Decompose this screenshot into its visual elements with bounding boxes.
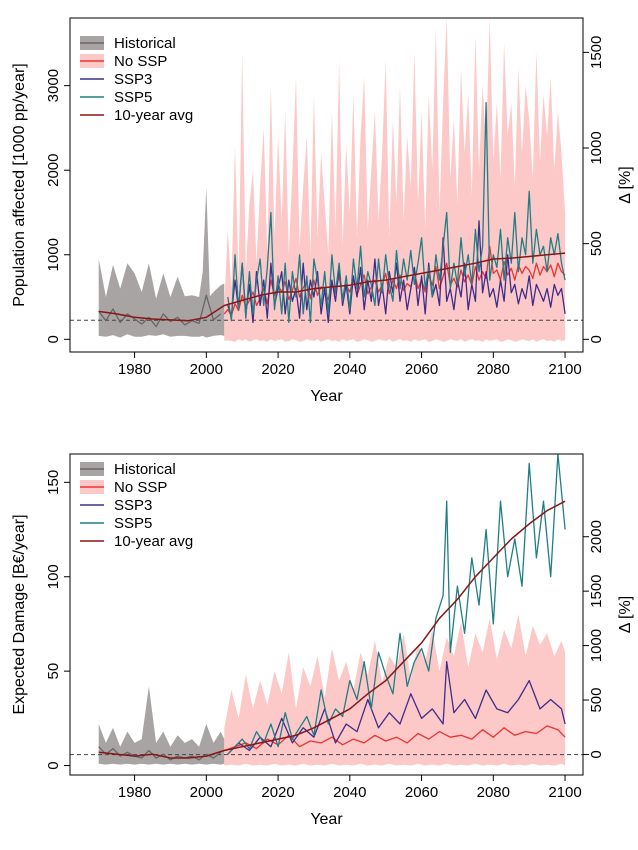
legend-label-ssp3: SSP3	[114, 497, 152, 514]
y2-tick-label: 1000	[588, 131, 605, 164]
x-tick-label: 2060	[405, 361, 438, 378]
y2-tick-label: 1500	[588, 36, 605, 69]
legend-label-avg10: 10-year avg	[114, 107, 193, 124]
x-tick-label: 2020	[261, 361, 294, 378]
series-line-no-ssp	[224, 725, 566, 752]
y-tick-label: 3000	[45, 69, 62, 102]
x-tick-label: 2100	[548, 784, 581, 801]
x-tick-label: 1980	[118, 784, 151, 801]
y2-tick-label: 500	[588, 688, 605, 713]
x-tick-label: 2080	[477, 361, 510, 378]
x-tick-label: 2060	[405, 784, 438, 801]
x-tick-label: 2040	[333, 784, 366, 801]
x-tick-label: 2020	[261, 784, 294, 801]
y-axis-label: Population affected [1000 pp/year]	[11, 63, 28, 306]
legend-label-ssp5: SSP5	[114, 515, 152, 532]
y-tick-label: 100	[45, 564, 62, 589]
y-tick-label: 50	[45, 663, 62, 680]
series-line-10-year-avg	[98, 500, 566, 759]
x-tick-label: 2100	[548, 361, 581, 378]
y-tick-label: 1000	[45, 238, 62, 271]
y2-tick-label: 0	[588, 335, 605, 343]
y2-axis-label: Δ [%]	[617, 596, 634, 633]
series-line-ssp5	[227, 454, 566, 755]
y2-tick-label: 2000	[588, 520, 605, 553]
series-line-ssp3	[227, 661, 566, 755]
y-tick-label: 2000	[45, 154, 62, 187]
series-line-ssp5	[227, 101, 566, 324]
series-line-10-year-avg	[98, 252, 566, 322]
x-tick-label: 2080	[477, 784, 510, 801]
y2-tick-label: 1500	[588, 574, 605, 607]
legend-label-nossp: No SSP	[114, 53, 167, 70]
plot-frame	[69, 17, 584, 353]
legend-label-avg10: 10-year avg	[114, 533, 193, 550]
plot-area	[70, 454, 583, 766]
x-tick-label: 2000	[190, 361, 223, 378]
legend-label-historical: Historical	[114, 461, 176, 478]
y2-tick-label: 1000	[588, 629, 605, 662]
plot-frame	[69, 453, 584, 776]
y2-tick-label: 0	[588, 750, 605, 758]
y2-axis-label: Δ [%]	[617, 166, 634, 203]
band-historical	[98, 187, 225, 338]
legend-label-ssp3: SSP3	[114, 71, 152, 88]
legend-label-nossp: No SSP	[114, 479, 167, 496]
legend-label-ssp5: SSP5	[114, 89, 152, 106]
chart-panel-1: 1980 2000 2020 2040 2060 2080 2100 Year 0 1000 200…	[11, 17, 634, 405]
plot-area	[70, 18, 583, 342]
x-axis-label: Year	[310, 811, 343, 828]
band-nossp	[224, 614, 566, 766]
x-tick-label: 2000	[190, 784, 223, 801]
band-historical	[98, 686, 225, 765]
x-tick-label: 2040	[333, 361, 366, 378]
series-line-ssp3	[227, 220, 566, 324]
chart-panel-2: 1980 2000 2020 2040 2060 2080 2100 Year 0 50 100 15…	[11, 453, 634, 828]
x-axis-label: Year	[310, 388, 343, 405]
y2-tick-label: 500	[588, 231, 605, 256]
y-tick-label: 0	[45, 335, 62, 343]
y-axis-label: Expected Damage [B€/year]	[11, 514, 28, 714]
x-tick-label: 1980	[118, 361, 151, 378]
legend-label-historical: Historical	[114, 35, 176, 52]
y-tick-label: 0	[45, 761, 62, 769]
y-tick-label: 150	[45, 470, 62, 495]
